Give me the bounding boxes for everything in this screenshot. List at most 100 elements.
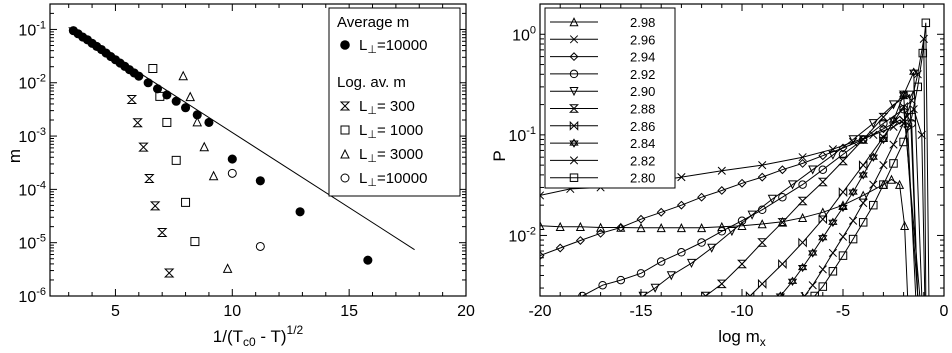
right-data-point: [656, 222, 666, 233]
right-data-point: [666, 271, 676, 281]
star-up-part: [797, 262, 808, 271]
right-data-point: [777, 165, 787, 175]
right-x-tick-label: -5: [836, 303, 850, 320]
right-data-point: [858, 190, 868, 200]
right-data-point: [758, 161, 767, 170]
star-down-part: [569, 140, 579, 148]
right-data-point: [838, 232, 848, 241]
legend-marker: [340, 125, 350, 135]
left-data-point: [255, 176, 265, 186]
right-data-point: [899, 101, 908, 112]
right-data-point: [889, 159, 898, 168]
legend-marker: [340, 40, 350, 50]
left-data-point: [171, 96, 181, 106]
legend-entry-label: L⊥= 1000: [359, 122, 423, 141]
star-down-part: [828, 219, 838, 228]
right-data-point: [888, 115, 899, 125]
right-x-tick-label: -20: [528, 303, 551, 320]
legend-marker: [569, 120, 579, 131]
left-data-point: [190, 237, 200, 247]
left-x-tick-label: 10: [223, 303, 241, 320]
right-data-point: [737, 216, 747, 225]
right-data-point: [907, 112, 916, 122]
right-data-point: [598, 280, 607, 290]
right-data-point: [540, 220, 545, 230]
right-data-point: [747, 210, 757, 220]
right-data-point: [828, 267, 838, 276]
star-up-part: [909, 67, 919, 75]
right-data-point: [838, 143, 848, 153]
left-series-1: [126, 95, 175, 278]
right-data-point: [616, 223, 626, 232]
right-data-point: [575, 221, 585, 232]
legend-marker: [569, 156, 579, 165]
right-legend: 2.98 2.96 2.94 2.92 2.90 2.88 2.86 2.84 2.82 2.80: [544, 7, 676, 189]
star-down-part: [909, 69, 919, 77]
right-data-point: [828, 248, 838, 258]
left-series-0: [68, 26, 373, 265]
star-down-part: [858, 172, 868, 180]
left-series-2: [148, 64, 200, 247]
left-x-axis-label: 1/(Tc0 - T)1/2: [213, 323, 304, 349]
right-data-point: [838, 202, 848, 213]
right-data-point: [787, 180, 798, 190]
star-down-part: [898, 92, 909, 100]
right-data-point: [700, 291, 711, 296]
right-data-point: [778, 192, 787, 202]
left-data-point: [163, 268, 175, 278]
right-x-tick-label: -10: [730, 303, 753, 320]
right-data-point: [828, 150, 838, 160]
left-y-tick-label: 10-1: [18, 19, 46, 39]
legend-entry-label: 2.80: [630, 171, 655, 186]
left-data-point: [227, 154, 237, 164]
star-up-part: [898, 90, 909, 98]
right-data-point: [787, 276, 798, 286]
right-data-point: [828, 217, 838, 228]
legend-entry-label: 2.84: [630, 136, 655, 151]
star-down-part: [787, 278, 798, 286]
left-data-point: [143, 78, 153, 88]
left-y-tick-label: 10-6: [18, 286, 46, 306]
legend-heading-average: Average m: [337, 14, 409, 31]
right-axis-ticks: [539, 3, 945, 296]
star-up-part: [858, 170, 868, 178]
right-data-point: [848, 234, 858, 244]
right-data-point: [717, 227, 727, 236]
right-data-point: [656, 207, 666, 217]
right-data-point: [717, 166, 726, 175]
left-y-tick-label: 10-3: [18, 126, 46, 146]
right-data-point: [858, 170, 868, 180]
legend-entry-label: 2.98: [630, 15, 655, 30]
right-data-point: [636, 269, 646, 278]
right-data-point: [808, 281, 817, 290]
star-down-part: [775, 293, 786, 296]
right-data-point: [737, 220, 747, 230]
right-data-point: [767, 194, 777, 204]
right-data-point: [879, 161, 888, 170]
right-data-point: [818, 282, 828, 291]
left-data-point: [295, 207, 305, 217]
right-data-point: [757, 278, 767, 289]
left-y-tick-label: 10-2: [18, 73, 46, 93]
right-series-2: [540, 115, 917, 296]
right-data-point: [686, 258, 697, 269]
right-data-point: [899, 119, 908, 128]
right-data-point: [859, 198, 868, 208]
right-series-9: [810, 18, 931, 296]
legend-marker: [569, 17, 579, 27]
right-data-point: [899, 137, 908, 147]
star-up-part: [878, 134, 889, 143]
right-data-point: [540, 191, 545, 200]
left-y-tick-label: 10-5: [18, 233, 46, 253]
right-data-point: [886, 174, 897, 184]
right-data-point: [900, 220, 910, 230]
right-data-point: [540, 251, 545, 261]
right-data-point: [869, 200, 878, 210]
right-data-point: [818, 233, 828, 243]
right-data-point: [838, 150, 848, 159]
left-x-tick-label: 15: [340, 303, 358, 320]
right-data-point: [676, 222, 686, 233]
legend-entry-label: 2.90: [630, 84, 655, 99]
left-data-point: [208, 170, 219, 181]
star-up-part: [838, 202, 848, 210]
